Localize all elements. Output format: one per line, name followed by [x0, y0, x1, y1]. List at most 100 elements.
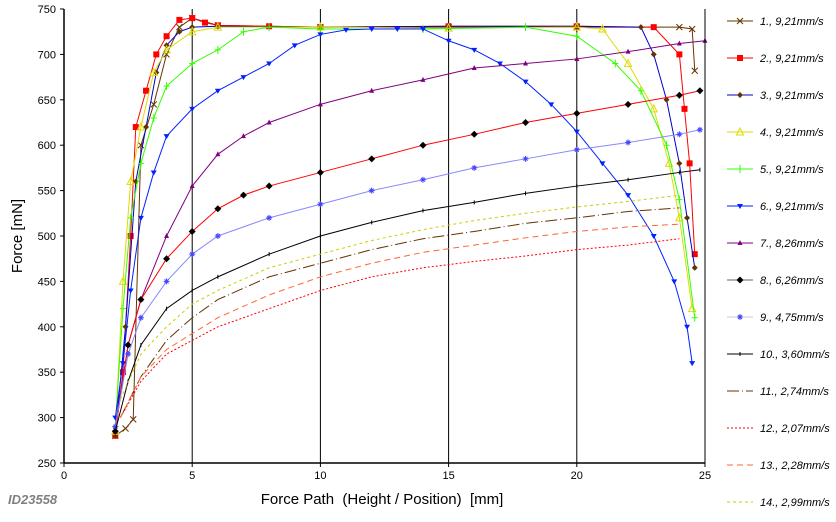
data-point — [127, 213, 134, 222]
data-point — [736, 276, 744, 284]
data-point — [150, 100, 158, 108]
series-line — [114, 26, 696, 427]
y-tick-label: 600 — [38, 140, 56, 152]
data-point — [126, 176, 135, 186]
legend-item: 2., 9,21mm/s — [727, 53, 824, 65]
data-point — [471, 65, 477, 71]
legend-label: 6., 9,21mm/s — [760, 201, 824, 213]
data-point — [369, 87, 375, 93]
data-point — [625, 139, 632, 146]
data-point — [675, 212, 684, 222]
data-point — [132, 124, 139, 131]
data-point — [548, 102, 555, 108]
data-point — [143, 87, 150, 94]
data-point — [112, 423, 119, 430]
data-point — [684, 324, 691, 330]
data-point — [650, 51, 657, 58]
legend-item: 14., 2,99mm/s — [727, 497, 830, 509]
data-point — [122, 425, 129, 432]
data-point — [266, 214, 273, 221]
legend-item: 5., 9,21mm/s — [727, 164, 824, 176]
data-point — [187, 26, 197, 36]
data-point — [240, 27, 247, 36]
data-point — [470, 130, 478, 138]
data-point — [214, 88, 221, 94]
data-point — [691, 264, 698, 271]
series-5 — [112, 23, 698, 431]
data-point — [650, 234, 657, 239]
data-point — [637, 86, 644, 95]
data-point — [394, 26, 401, 32]
x-axis-label: Force Path (Height / Position) [mm] — [261, 491, 504, 508]
data-point — [676, 23, 683, 31]
y-tick-label: 350 — [38, 367, 56, 379]
data-point — [176, 23, 183, 31]
y-tick-label: 300 — [38, 413, 56, 425]
series-line — [119, 238, 680, 418]
data-point — [689, 361, 696, 367]
data-point — [122, 323, 129, 330]
data-point — [202, 19, 209, 26]
data-point — [266, 23, 273, 32]
series-14 — [119, 194, 680, 400]
legend-item: 6., 9,21mm/s — [727, 201, 824, 213]
series-line — [114, 28, 693, 418]
legend-label: 7., 8,26mm/s — [760, 238, 824, 250]
data-point — [496, 61, 503, 67]
data-point — [625, 48, 631, 54]
series-11 — [119, 207, 680, 418]
series-2 — [112, 15, 698, 439]
data-point — [127, 288, 134, 294]
data-point — [737, 55, 743, 61]
data-point — [137, 314, 144, 321]
data-point — [574, 55, 580, 61]
data-point — [317, 32, 324, 38]
data-point — [686, 160, 693, 167]
data-point — [143, 124, 150, 131]
data-point — [153, 51, 160, 58]
legend-item: 10., 3,60mm/s — [727, 349, 830, 361]
data-point — [735, 126, 745, 136]
x-tick-label: 0 — [61, 470, 67, 482]
data-point — [671, 279, 678, 285]
data-point — [129, 416, 137, 423]
data-point — [681, 105, 688, 112]
data-point — [696, 126, 703, 133]
data-point — [737, 240, 743, 245]
series-13 — [119, 223, 680, 418]
data-point — [163, 278, 170, 285]
data-point — [317, 24, 324, 33]
data-point — [127, 233, 134, 239]
data-point — [150, 170, 157, 176]
data-point — [612, 59, 619, 68]
data-point — [684, 214, 691, 221]
data-point — [637, 24, 644, 31]
data-point — [676, 160, 683, 167]
data-point — [573, 32, 580, 41]
series-8 — [111, 87, 704, 435]
legend-item: 12., 2,07mm/s — [727, 423, 830, 435]
data-point — [137, 296, 145, 304]
series-line — [114, 40, 706, 427]
legend-label: 14., 2,99mm/s — [760, 497, 830, 509]
data-point — [737, 165, 743, 173]
series-line — [119, 223, 680, 418]
data-point — [691, 67, 699, 75]
data-point — [420, 76, 426, 82]
data-point — [737, 92, 743, 98]
legend-label: 12., 2,07mm/s — [760, 423, 830, 435]
data-point — [676, 131, 683, 138]
series-line — [114, 17, 696, 437]
data-point — [676, 195, 683, 204]
series-line — [114, 90, 700, 432]
y-tick-label: 500 — [38, 231, 56, 243]
data-point — [368, 26, 375, 32]
data-point — [291, 43, 298, 49]
data-point — [623, 58, 633, 67]
data-point — [163, 82, 170, 91]
y-axis-label: Force [mN] — [9, 199, 26, 273]
data-point — [663, 141, 670, 150]
data-point — [598, 23, 607, 33]
data-point — [162, 44, 171, 54]
